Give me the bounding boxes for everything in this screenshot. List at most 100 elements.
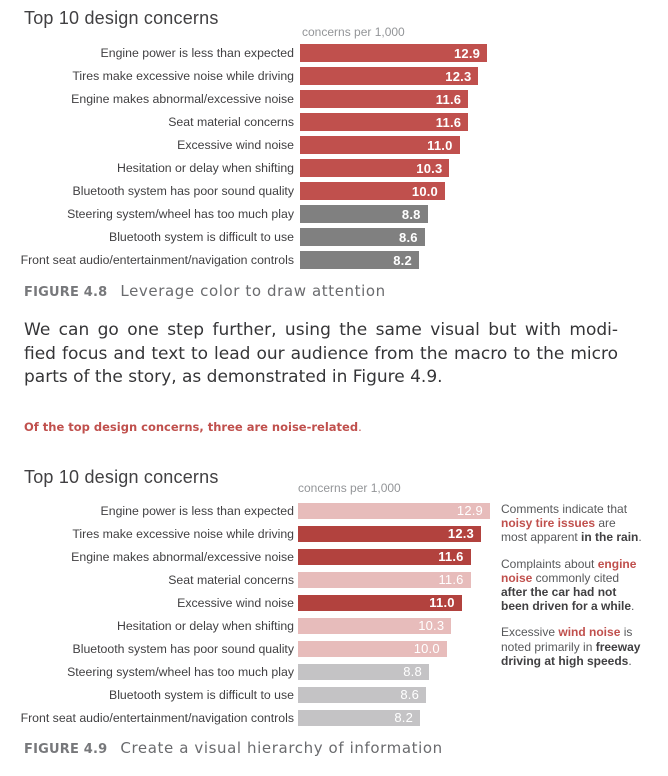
annotation-red-emphasis: engine (597, 556, 637, 571)
body-paragraph: We can go one step further, using the sa… (24, 319, 618, 390)
annotation-text: most apparent (501, 530, 582, 545)
annotation-line: most apparent in the rain. (501, 530, 642, 544)
bar: 8.6 (298, 687, 426, 703)
figure-4-8-chart: Top 10 design concerns concerns per 1,00… (0, 0, 668, 300)
annotation-text: is (620, 625, 633, 640)
value-label: 8.8 (403, 664, 422, 680)
annotation-bold-emphasis: been driven for a while (501, 599, 632, 614)
annotation-bold-emphasis: after the car had not (501, 585, 617, 600)
callout-sentence-text: Of the top design concerns, three are no… (24, 419, 359, 434)
annotation-text: . (628, 653, 632, 668)
annotation-text: . (631, 599, 635, 614)
annotation-text: Comments indicate that (501, 502, 628, 516)
annotation-line: noted primarily in freeway (501, 640, 642, 654)
category-label: Bluetooth system is difficult to use (109, 230, 294, 244)
bar: 8.8 (298, 664, 429, 680)
body-paragraph-line: We can go one step further, using the sa… (24, 320, 618, 340)
category-label: Seat material concerns (168, 572, 294, 587)
value-label: 8.8 (401, 206, 421, 222)
annotation-line: Complaints about engine (501, 557, 642, 571)
annotation-line: Excessive wind noise is (501, 625, 642, 639)
annotation-line: been driven for a while. (501, 599, 642, 613)
bar: 11.6 (298, 549, 471, 565)
category-label: Engine makes abnormal/excessive noise (71, 92, 294, 106)
callout-sentence: Of the top design concerns, three are no… (24, 419, 362, 434)
annotation-text: Complaints about (501, 556, 598, 571)
bar: 8.2 (300, 251, 419, 269)
value-label: 11.6 (435, 91, 462, 107)
annotation-paragraph: Excessive wind noise is noted primarily i… (501, 625, 642, 668)
annotation-line: Comments indicate that (501, 502, 642, 516)
category-label: Bluetooth system has poor sound quality (72, 641, 294, 656)
bar: 11.6 (298, 572, 471, 588)
value-label: 8.2 (393, 252, 412, 268)
figure-4-8-caption: FIGURE 4.8 Leverage color to draw attenti… (24, 282, 386, 300)
value-label: 8.6 (400, 687, 419, 703)
value-label: 11.6 (438, 549, 464, 565)
category-label: Tires make excessive noise while driving (72, 69, 294, 83)
figure-4-8-caption-text: Leverage color to draw attention (120, 281, 386, 300)
annotation-text: . (638, 530, 642, 545)
body-paragraph-line: parts of the story, as demonstrated in F… (24, 367, 443, 387)
category-label: Steering system/wheel has too much play (67, 207, 294, 221)
value-label: 8.6 (399, 229, 418, 245)
chart2-title: Top 10 design concerns (24, 467, 219, 487)
category-label: Excessive wind noise (177, 595, 294, 610)
annotation-paragraph: Comments indicate that noisy tire issues … (501, 502, 642, 545)
annotation-line: driving at high speeds. (501, 654, 642, 668)
annotation-red-emphasis: wind noise (558, 625, 621, 640)
bar: 11.6 (300, 90, 469, 108)
category-label: Hesitation or delay when shifting (116, 618, 294, 633)
category-label: Seat material concerns (168, 115, 294, 129)
annotation-red-emphasis: noisy tire issues (501, 516, 596, 531)
bar: 12.3 (300, 67, 479, 85)
figure-4-9-caption-text: Create a visual hierarchy of information (120, 739, 443, 757)
value-label: 11.6 (438, 572, 464, 588)
annotation-bold-emphasis: freeway (595, 639, 641, 654)
bar: 12.9 (298, 503, 490, 519)
category-label: Steering system/wheel has too much play (67, 664, 294, 679)
value-label: 12.9 (453, 45, 481, 61)
category-label: Tires make excessive noise while driving (72, 526, 294, 541)
annotation-bold-emphasis: in the rain (581, 530, 639, 545)
category-label: Front seat audio/entertainment/navigatio… (20, 253, 294, 267)
category-label: Bluetooth system has poor sound quality (72, 184, 294, 198)
bar: 8.6 (300, 228, 425, 246)
value-label: 8.2 (394, 710, 413, 726)
annotation-bold-emphasis: driving at high speeds (501, 653, 629, 668)
value-label: 10.0 (411, 183, 438, 199)
figure-4-9-caption: FIGURE 4.9 Create a visual hierarchy of i… (24, 739, 443, 757)
value-label: 12.3 (447, 526, 474, 542)
body-paragraph-line: fied focus and text to lead our audience… (24, 343, 618, 364)
bar: 8.8 (300, 205, 428, 223)
annotation-line: noise commonly cited (501, 571, 642, 585)
category-label: Engine makes abnormal/excessive noise (71, 549, 294, 564)
callout-sentence-period: . (358, 419, 362, 434)
figure-4-9-caption-label: FIGURE 4.9 (24, 742, 108, 757)
annotation-paragraph: Complaints about engine noise commonly ci… (501, 557, 642, 614)
annotation-text: Excessive (501, 625, 559, 640)
value-label: 10.3 (416, 160, 443, 176)
chart1-title: Top 10 design concerns (24, 8, 219, 28)
category-label: Engine power is less than expected (100, 503, 294, 518)
annotation-red-emphasis: noise (501, 570, 533, 585)
chart2-axis-note: concerns per 1,000 (298, 481, 401, 495)
bar: 8.2 (298, 710, 420, 726)
category-label: Excessive wind noise (177, 138, 294, 152)
value-label: 12.3 (445, 68, 472, 84)
annotation-line: after the car had not (501, 585, 642, 599)
chart2-annotations: Comments indicate that noisy tire issues … (501, 502, 642, 680)
category-label: Engine power is less than expected (100, 46, 294, 60)
bar: 11.0 (298, 595, 462, 611)
figure-4-8-caption-label: FIGURE 4.8 (24, 284, 108, 300)
annotation-text: commonly cited (532, 570, 620, 585)
bar: 10.3 (298, 618, 452, 634)
bar: 12.3 (298, 526, 481, 542)
value-label: 10.3 (418, 618, 445, 634)
chart1-axis-note: concerns per 1,000 (302, 25, 405, 39)
category-label: Front seat audio/entertainment/navigatio… (20, 710, 294, 725)
value-label: 11.0 (427, 137, 453, 153)
annotation-line: noisy tire issues are (501, 516, 642, 530)
